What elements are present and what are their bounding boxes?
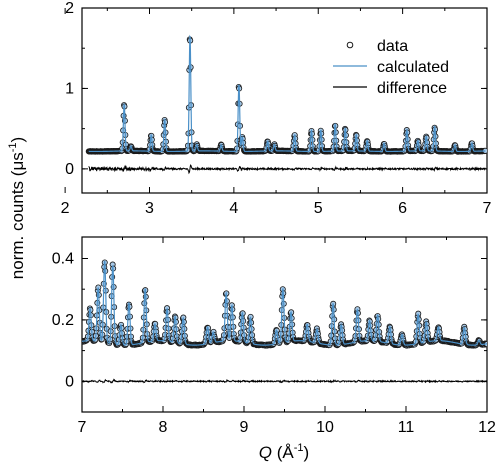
- y-tick-label-top: 1: [65, 80, 74, 97]
- x-tick-label-bottom: 11: [398, 419, 415, 436]
- x-tick-label-bottom: 9: [240, 419, 249, 436]
- y-tick-label-top: 0: [65, 161, 74, 178]
- x-tick-label-top: 3: [145, 200, 154, 217]
- panel-bottom: 7 8 9 10 11 12 0 0.2 0.4: [52, 236, 496, 436]
- y-tick-label-top: 2: [65, 0, 74, 17]
- y-tick-label-bottom: 0: [65, 373, 74, 390]
- x-tick-label-top: 2: [61, 200, 70, 217]
- plot-frame-top: [81, 7, 488, 194]
- y-tick-label-bottom: 0.4: [52, 250, 74, 267]
- y-axis-label-main: norm. counts (μs: [8, 152, 27, 279]
- x-tick-label-bottom: 10: [316, 419, 334, 436]
- x-tick-label-top: 6: [398, 200, 407, 217]
- plot-area-top: [85, 34, 487, 175]
- y-tick-label-bottom: 0.2: [52, 312, 74, 329]
- legend-data-marker: [346, 41, 354, 49]
- x-axis-label-sup: -1: [294, 442, 304, 454]
- legend-calculated-label: calculated: [377, 59, 449, 76]
- x-tick-label-bottom: 12: [478, 419, 496, 436]
- y-axis-label-close: ): [8, 137, 27, 143]
- x-axis-label-unit: (Å: [272, 443, 294, 462]
- difference-line-top: [88, 164, 486, 175]
- x-axis-label-symbol: Q: [259, 443, 272, 462]
- x-tick-label-top: 7: [483, 200, 492, 217]
- x-tick-label-top: 4: [229, 200, 238, 217]
- x-axis-label-close: ): [304, 443, 310, 462]
- y-axis-label-sup: -1: [7, 142, 19, 152]
- panel-top: 2 3 4 5 6 7 0 1 2: [61, 0, 492, 217]
- legend: data calculated difference: [333, 38, 449, 97]
- y-axis-label: norm. counts (μs-1): [7, 137, 27, 279]
- x-tick-label-top: 5: [314, 200, 323, 217]
- calculated-line-top: [88, 34, 486, 153]
- difference-line-bottom: [82, 378, 487, 384]
- legend-difference-label: difference: [377, 80, 447, 97]
- x-tick-label-bottom: 8: [159, 419, 168, 436]
- legend-data-label: data: [377, 38, 408, 55]
- x-axis-label: Q (Å-1): [259, 442, 309, 462]
- plot-area-bottom: [82, 259, 487, 384]
- x-tick-label-bottom: 7: [78, 419, 87, 436]
